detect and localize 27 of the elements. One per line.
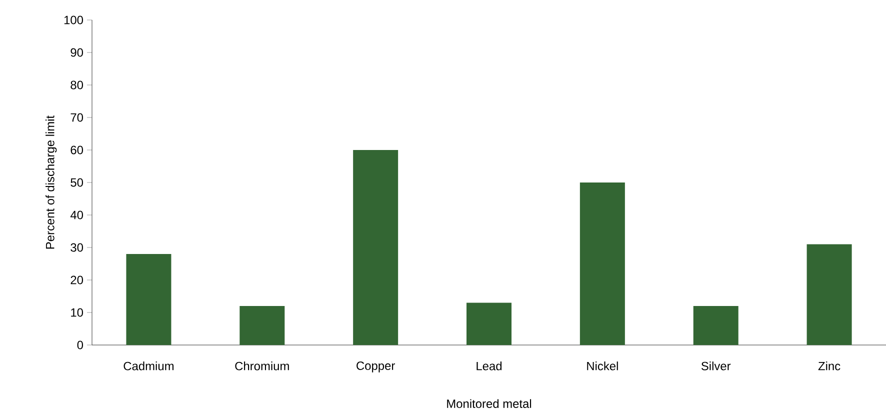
y-tick-label: 70 (70, 113, 84, 122)
bar (580, 182, 625, 345)
bar (806, 244, 852, 345)
y-tick-label: 40 (70, 210, 84, 220)
y-tick-label: 60 (70, 146, 84, 154)
y-tick-label: 50 (70, 178, 84, 187)
bar (240, 306, 285, 345)
y-tick-label: 20 (70, 276, 84, 284)
bar (466, 302, 512, 345)
y-tick-label: 10 (71, 308, 84, 317)
x-axis-title: Monitored metal (447, 399, 532, 408)
x-tick-label: Chromium (235, 362, 289, 370)
x-tick-label: Cadmium (124, 362, 174, 370)
x-tick-label: Nickel (587, 362, 618, 370)
y-axis-title: Percent of discharge limit (46, 116, 57, 249)
y-tick-label: 90 (70, 48, 84, 57)
bar (693, 306, 738, 345)
y-tick-label: 100 (64, 16, 84, 24)
y-tick-label: 0 (77, 340, 84, 350)
bar (353, 150, 398, 345)
x-tick-label: Copper (356, 362, 395, 372)
x-tick-label: Zinc (818, 362, 840, 370)
bar (126, 254, 172, 345)
y-tick-label: 30 (70, 243, 84, 252)
x-tick-label: Silver (701, 362, 731, 370)
y-tick-label: 80 (70, 80, 84, 90)
x-tick-label: Lead (476, 362, 502, 370)
